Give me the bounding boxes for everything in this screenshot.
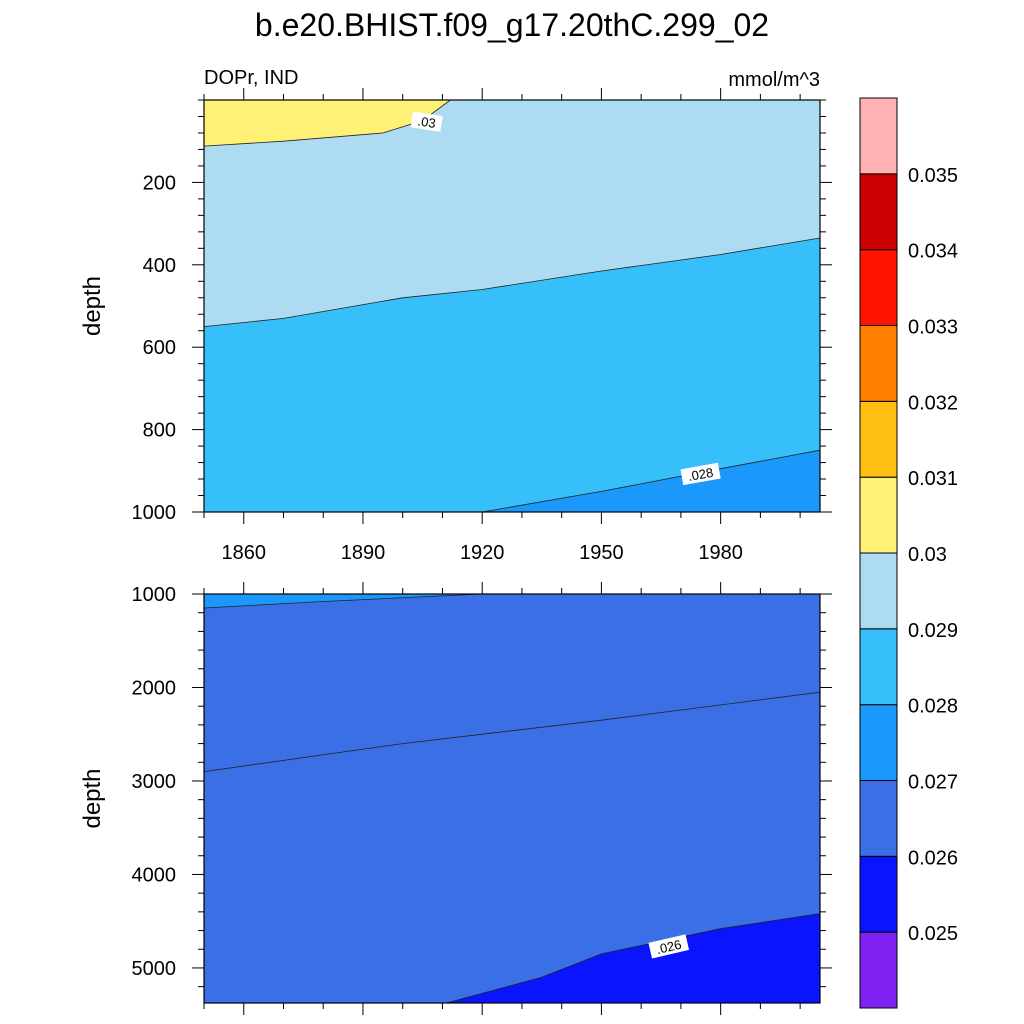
colorbar-swatch <box>859 552 898 630</box>
colorbar-label: 0.027 <box>908 772 958 794</box>
y-axis-label: depth <box>79 768 106 828</box>
colorbar-label: 0.034 <box>908 241 958 263</box>
colorbar-label: 0.026 <box>908 847 958 869</box>
y-tick-label: 200 <box>143 172 176 194</box>
x-tick-label: 1860 <box>221 542 266 564</box>
left-subtitle: DOPr, IND <box>204 67 298 89</box>
y-tick-label: 1000 <box>132 502 177 524</box>
colorbar-swatch <box>859 780 898 857</box>
contour-band <box>204 100 451 147</box>
right-subtitle: mmol/m^3 <box>728 69 820 91</box>
lower-panel: .026 1000 2000 3000 4000 5000 depth <box>79 582 832 1015</box>
y-tick-label: 600 <box>143 337 176 359</box>
contour-band <box>204 594 483 608</box>
y-tick-label: 400 <box>143 255 176 277</box>
colorbar-label: 0.033 <box>908 317 958 339</box>
contour-line <box>204 594 483 609</box>
contour-band <box>204 238 820 512</box>
colorbar-swatch <box>859 400 898 478</box>
contour-band <box>446 913 820 1003</box>
contour-label: .028 <box>680 462 721 486</box>
y-tick-label: 800 <box>143 420 176 442</box>
svg-text:.028: .028 <box>687 465 715 484</box>
contour-label: .03 <box>410 111 443 132</box>
colorbar-swatch <box>859 628 898 706</box>
contour-band <box>482 450 820 512</box>
colorbar-swatch <box>859 325 898 402</box>
contour-band <box>204 692 820 1003</box>
contour-label: .026 <box>648 934 690 959</box>
x-tick-label: 1980 <box>698 542 743 564</box>
colorbar-label: 0.032 <box>908 392 958 414</box>
colorbar-swatch <box>859 704 898 782</box>
colorbar-label: 0.031 <box>908 468 958 490</box>
colorbar-swatch <box>859 476 898 554</box>
colorbar-swatch <box>859 249 898 327</box>
y-tick-label: 1000 <box>132 584 177 606</box>
colorbar-label: 0.035 <box>908 165 958 187</box>
colorbar: 0.025 0.026 0.027 0.028 0.029 0.03 0.031 0.032 0… <box>859 97 958 1009</box>
colorbar-label: 0.029 <box>908 620 958 642</box>
colorbar-swatch <box>859 855 898 933</box>
y-tick-label: 2000 <box>132 677 177 699</box>
upper-panel: .03 .028 200 400 600 800 1000 1860 1890 1920 1950 1… <box>79 88 832 564</box>
svg-text:.03: .03 <box>417 113 437 131</box>
x-tick-label: 1920 <box>460 542 505 564</box>
plot-frame <box>203 593 821 1004</box>
y-axis-label: depth <box>79 276 106 336</box>
colorbar-label: 0.03 <box>908 544 947 566</box>
colorbar-swatch <box>859 931 898 1009</box>
plot-frame <box>203 99 821 513</box>
figure-title: b.e20.BHIST.f09_g17.20thC.299_02 <box>255 7 769 43</box>
y-tick-label: 5000 <box>132 958 177 980</box>
contour-line <box>204 691 820 772</box>
colorbar-label: 0.028 <box>908 696 958 718</box>
x-tick-label: 1950 <box>579 542 624 564</box>
colorbar-swatch <box>859 173 898 251</box>
svg-text:.026: .026 <box>655 937 683 957</box>
colorbar-swatch <box>859 97 898 175</box>
contour-line <box>482 449 820 512</box>
x-tick-label: 1890 <box>341 542 386 564</box>
contour-line <box>204 100 451 147</box>
y-tick-label: 3000 <box>132 771 177 793</box>
y-tick-label: 4000 <box>132 864 177 886</box>
contour-line <box>204 237 820 327</box>
colorbar-label: 0.025 <box>908 923 958 945</box>
contour-line <box>446 913 820 1003</box>
